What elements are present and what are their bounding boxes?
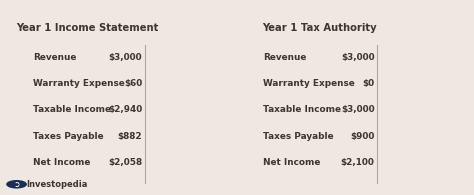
Text: Investopedia: Investopedia <box>26 180 87 189</box>
Text: Year 1 Tax Authority: Year 1 Tax Authority <box>263 23 377 33</box>
Text: $2,100: $2,100 <box>341 158 374 167</box>
Text: Revenue: Revenue <box>263 53 307 62</box>
Text: $3,000: $3,000 <box>341 53 374 62</box>
Text: Taxes Payable: Taxes Payable <box>33 132 104 141</box>
Text: $882: $882 <box>118 132 142 141</box>
Text: Warranty Expense: Warranty Expense <box>33 79 125 88</box>
Text: $3,000: $3,000 <box>341 105 374 114</box>
Text: Net Income: Net Income <box>263 158 320 167</box>
Text: $2,058: $2,058 <box>108 158 142 167</box>
Text: Net Income: Net Income <box>33 158 91 167</box>
Text: Year 1 Income Statement: Year 1 Income Statement <box>17 23 159 33</box>
Text: ➲: ➲ <box>13 180 20 189</box>
Text: Taxes Payable: Taxes Payable <box>263 132 334 141</box>
Text: $60: $60 <box>124 79 142 88</box>
Text: Revenue: Revenue <box>33 53 77 62</box>
Text: Warranty Expense: Warranty Expense <box>263 79 355 88</box>
Text: $3,000: $3,000 <box>109 53 142 62</box>
Text: $2,940: $2,940 <box>108 105 142 114</box>
Text: $900: $900 <box>350 132 374 141</box>
Text: $0: $0 <box>362 79 374 88</box>
Circle shape <box>6 180 27 189</box>
Text: Taxable Income: Taxable Income <box>33 105 111 114</box>
Text: Taxable Income: Taxable Income <box>263 105 341 114</box>
